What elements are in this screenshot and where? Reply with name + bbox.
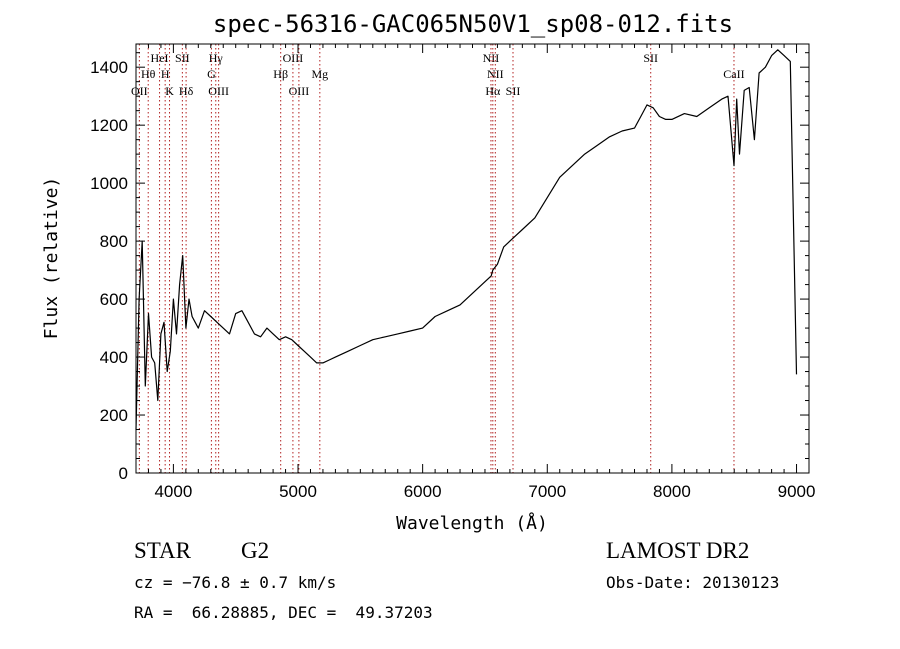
spectrum-line: [135, 49, 798, 430]
y-tick-label-3: 600: [100, 290, 128, 309]
line-label-12: OIII: [289, 84, 310, 98]
x-tick-label-2: 6000: [404, 482, 442, 501]
line-label-19: CaII: [723, 67, 744, 81]
line-label-1: OII: [131, 84, 148, 98]
line-label-11: Hβ: [273, 67, 288, 81]
survey-name: LAMOST DR2: [606, 538, 750, 563]
line-label-10: OIII: [283, 51, 304, 65]
y-tick-label-0: 0: [119, 464, 128, 483]
y-tick-label-2: 400: [100, 348, 128, 367]
line-label-0: Hθ: [141, 67, 156, 81]
redshift-readout: cz = −76.8 ± 0.7 km/s: [134, 573, 337, 592]
x-tick-label-5: 9000: [778, 482, 816, 501]
line-label-7: Hγ: [209, 51, 224, 65]
plot-area: HθOIIHeIHKSIIHδHγGOIIIOIIIHβOIIIMgNIINII…: [90, 43, 816, 501]
x-tick-label-0: 4000: [154, 482, 192, 501]
line-label-13: Mg: [311, 67, 328, 81]
coordinates-readout: RA = 66.28885, DEC = 49.37203: [134, 603, 433, 622]
line-label-16: Hα: [485, 84, 501, 98]
line-label-18: SII: [643, 51, 658, 65]
line-label-17: SII: [506, 84, 521, 98]
y-tick-label-5: 1000: [90, 174, 128, 193]
chart-title: spec-56316-GAC065N50V1_sp08-012.fits: [213, 10, 733, 38]
line-label-8: G: [207, 67, 216, 81]
y-axis-label: Flux (relative): [41, 177, 62, 340]
line-label-5: SII: [175, 51, 190, 65]
x-axis-label: Wavelength (Å): [396, 512, 548, 534]
object-class: STAR: [134, 538, 191, 563]
object-subclass: G2: [241, 538, 270, 563]
line-label-2: HeI: [151, 51, 169, 65]
x-tick-label-4: 8000: [653, 482, 691, 501]
line-label-14: NII: [483, 51, 500, 65]
line-label-6: Hδ: [179, 84, 194, 98]
line-label-15: NII: [487, 67, 504, 81]
line-label-9: OIII: [208, 84, 229, 98]
y-tick-label-7: 1400: [90, 58, 128, 77]
line-label-4: K: [165, 84, 174, 98]
y-tick-label-1: 200: [100, 406, 128, 425]
observation-date: Obs-Date: 20130123: [606, 573, 780, 592]
line-label-3: H: [161, 67, 170, 81]
y-tick-label-6: 1200: [90, 116, 128, 135]
x-tick-label-1: 5000: [279, 482, 317, 501]
y-tick-label-4: 800: [100, 232, 128, 251]
x-tick-label-3: 7000: [528, 482, 566, 501]
